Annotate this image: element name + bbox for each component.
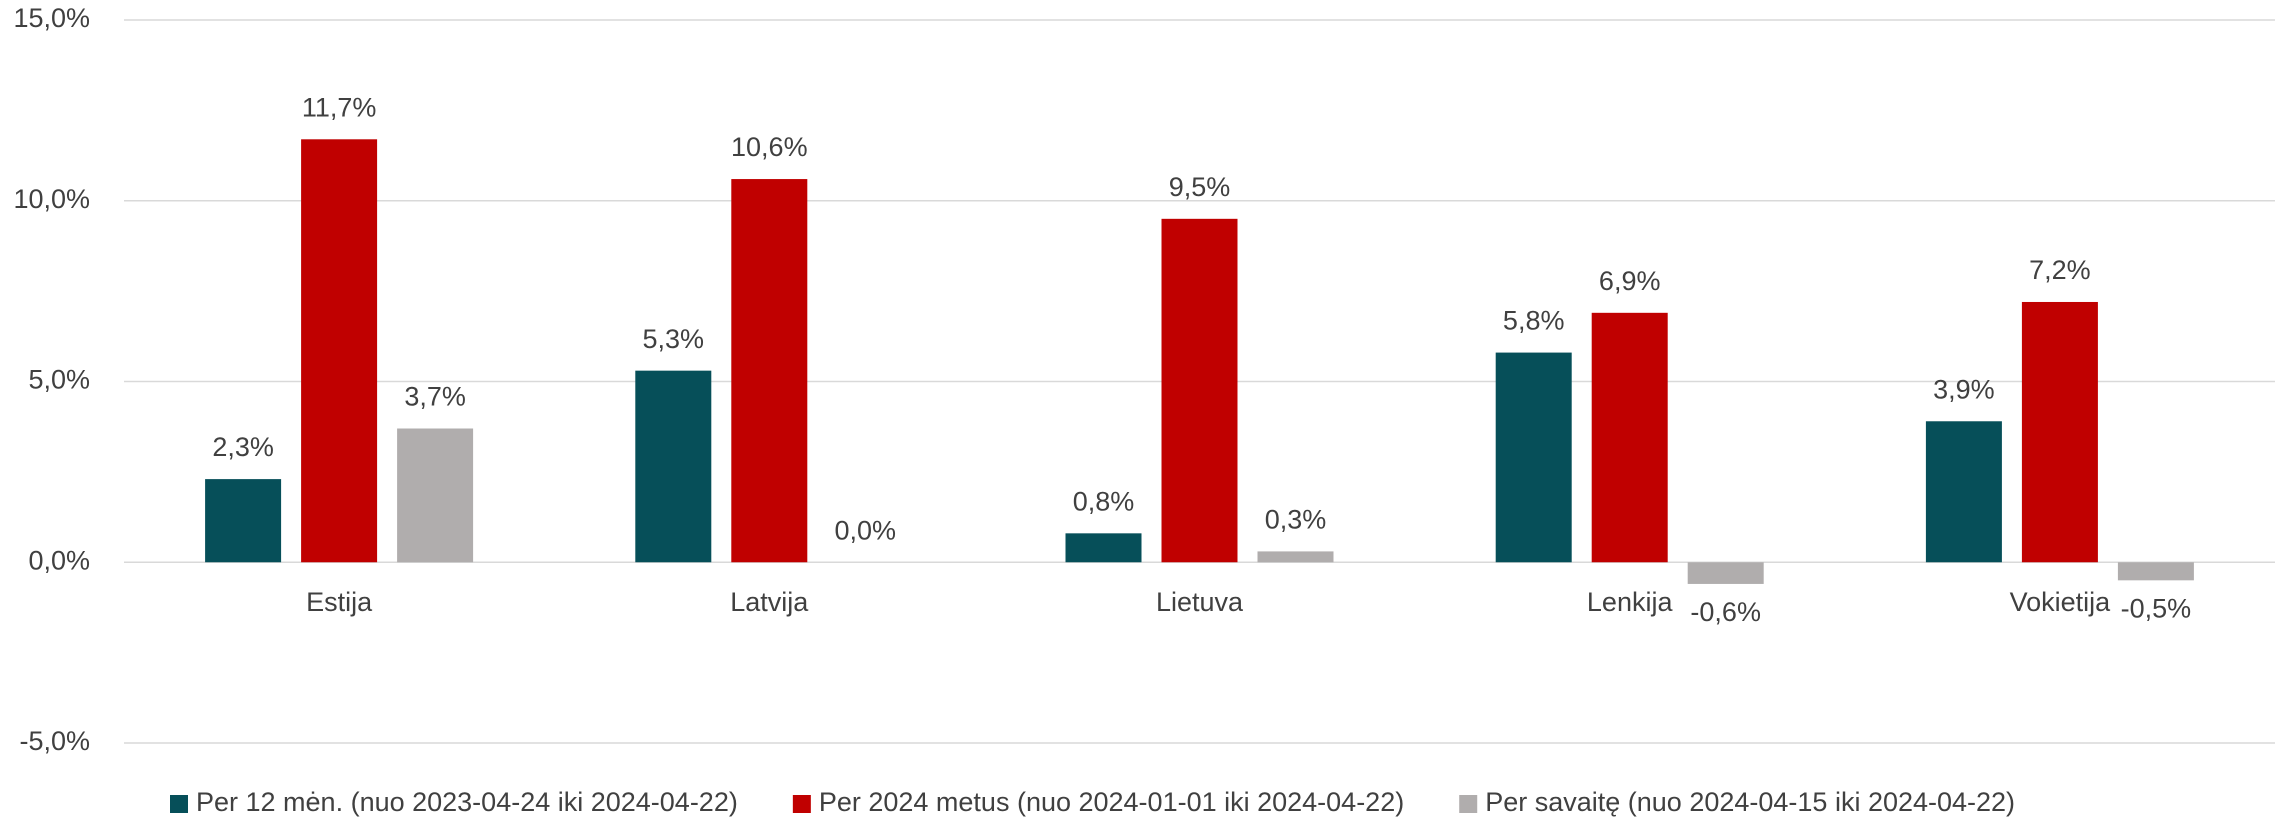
x-tick-label: Lenkija [1587,587,1674,617]
x-tick-label: Vokietija [2010,587,2112,617]
bar [1161,218,1238,563]
value-label: 3,7% [404,382,466,412]
legend-swatch [1459,795,1478,813]
legend-label: Per 2024 metus (nuo 2024-01-01 iki 2024-… [819,787,1404,817]
value-label: 5,3% [643,324,705,354]
bar [1257,551,1334,563]
value-label: -0,6% [1690,597,1761,627]
value-label: 5,8% [1503,306,1565,336]
x-tick-label: Lietuva [1156,587,1244,617]
y-tick-label: 0,0% [28,545,90,575]
bar [1591,312,1668,563]
y-tick-label: 10,0% [13,184,90,214]
value-label: 3,9% [1933,374,1995,404]
bar [1065,533,1142,563]
value-label: 11,7% [302,92,377,122]
value-label: 0,3% [1265,505,1327,535]
legend-label: Per savaitę (nuo 2024-04-15 iki 2024-04-… [1485,787,2015,817]
bar [397,428,474,563]
value-label: 0,8% [1073,486,1135,516]
bar [2117,562,2194,581]
value-label: 7,2% [2029,255,2091,285]
bar [2021,301,2098,563]
legend-label: Per 12 mėn. (nuo 2023-04-24 iki 2024-04-… [196,787,738,817]
bar [635,370,712,563]
bar [731,179,808,563]
y-tick-label: -5,0% [19,726,90,756]
legend-swatch [170,795,188,813]
bar [1687,562,1764,584]
value-label: 6,9% [1599,266,1661,296]
value-label: 0,0% [835,515,897,545]
x-tick-label: Estija [306,587,373,617]
value-label: 2,3% [212,432,274,462]
x-tick-label: Latvija [730,587,809,617]
bar [301,139,378,563]
bar [1495,352,1572,563]
value-label: -0,5% [2121,593,2192,623]
y-tick-label: 5,0% [28,365,90,395]
y-tick-label: 15,0% [13,3,90,33]
value-label: 9,5% [1169,172,1231,202]
value-label: 10,6% [731,132,808,162]
legend-swatch [792,795,811,813]
bar [205,479,282,563]
bar [1925,421,2002,563]
